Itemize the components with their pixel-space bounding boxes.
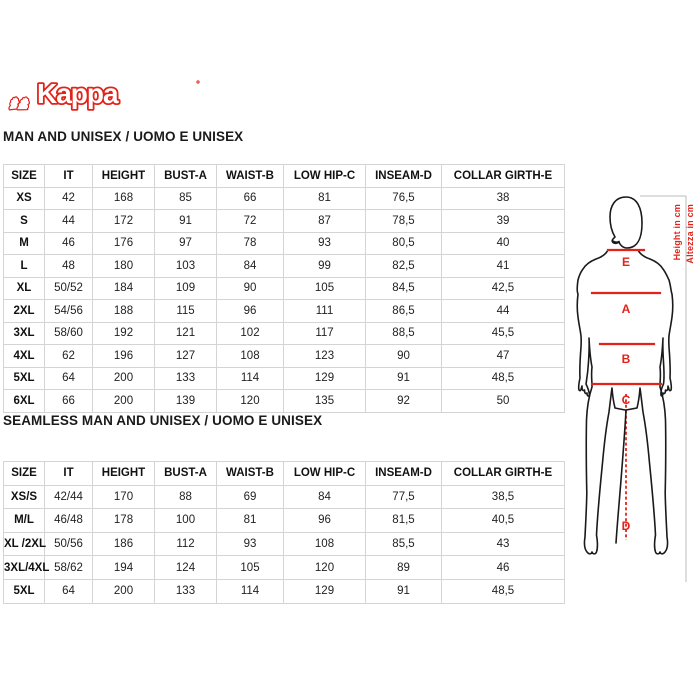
svg-text:Kappa: Kappa	[37, 78, 119, 109]
svg-text:E: E	[622, 255, 630, 269]
svg-text:A: A	[622, 302, 631, 316]
svg-text:D: D	[622, 519, 631, 533]
svg-text:B: B	[622, 352, 631, 366]
svg-text:C: C	[622, 393, 631, 407]
